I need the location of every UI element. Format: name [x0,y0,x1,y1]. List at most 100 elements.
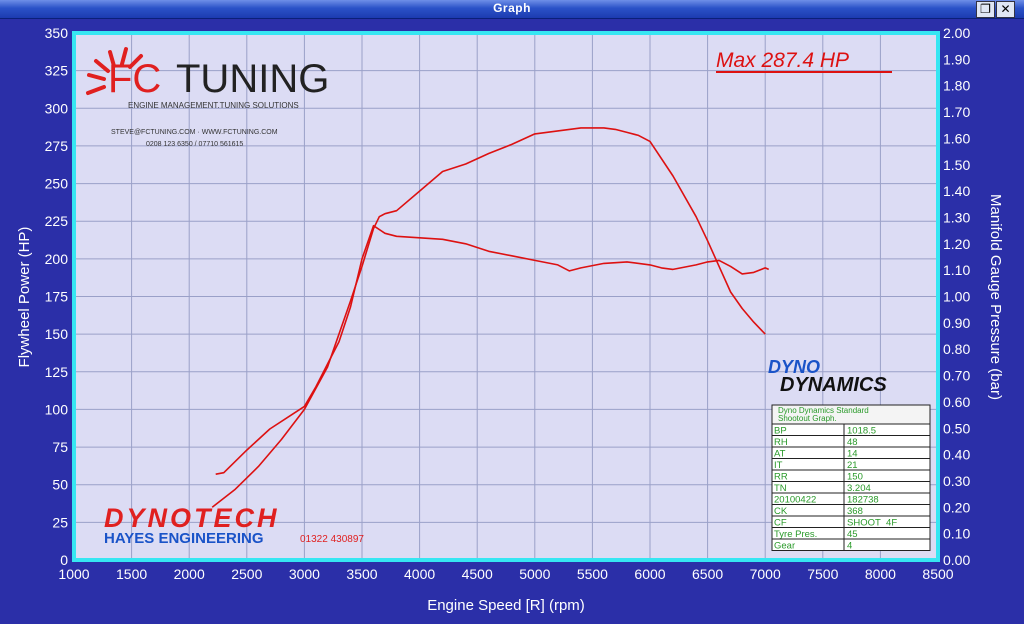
y-tick-left-label: 350 [45,25,69,41]
info-table-key: RR [774,472,788,483]
y-tick-right-label: 1.00 [943,289,970,305]
y-tick-right-label: 1.30 [943,209,970,225]
info-table-value: 21 [847,460,858,471]
info-table-key: 20100422 [774,495,816,506]
y-tick-right-label: 0.70 [943,368,970,384]
dynotech-logo-text: DYNOTECH [104,503,280,533]
dynamics-logo-text: DYNAMICS [780,374,887,396]
x-tick-label: 4500 [462,566,493,582]
info-table-key: IT [774,460,783,471]
y-tick-right-label: 1.10 [943,262,970,278]
y-tick-left-label: 100 [45,401,69,417]
info-table-title-1: Dyno Dynamics Standard [778,406,869,415]
x-tick-label: 4000 [404,566,435,582]
fc-sunburst-icon [86,47,143,95]
fc-tuning-logo: FC TUNING ENGINE MANAGEMENT.TUNING SOLUT… [86,47,329,148]
plot-border [72,31,940,562]
x-tick-label: 5000 [519,566,550,582]
x-tick-label: 6500 [692,566,723,582]
dyno-logo-text: DYNO [768,357,820,377]
y-tick-right-label: 0.40 [943,447,970,463]
info-table-key: BP [774,426,787,437]
y-tick-right-label: 1.90 [943,51,970,67]
info-table-value: 4 [847,541,852,552]
x-tick-label: 2000 [174,566,205,582]
info-table-title-2: Shootout Graph. [778,414,837,423]
x-tick-label: 3500 [346,566,377,582]
axis-ticks: 1000 1500 2000 2500 3000 3500 4000 4500 5000 5500… [45,25,971,582]
restore-icon[interactable]: ❐ [976,1,995,18]
y-tick-left-label: 250 [45,176,69,192]
info-table-value: 3.204 [847,483,871,494]
y-tick-left-label: 75 [52,439,68,455]
info-table-cell [843,538,931,551]
y-tick-right-label: 1.20 [943,236,970,252]
info-table-key: RH [774,437,788,448]
series-line-1 [211,127,766,508]
y-tick-right-label: 1.70 [943,104,970,120]
chart-svg: 1000 1500 2000 2500 3000 3500 4000 4500 5000 5500… [16,25,1004,614]
x-tick-label: 8500 [922,566,953,582]
dynotech-logo: DYNOTECH HAYES ENGINEERING 01322 430897 [104,503,364,547]
info-table-value: 48 [847,437,858,448]
dyno-graph: 1000 1500 2000 2500 3000 3500 4000 4500 5000 5500… [0,19,1024,619]
y-tick-left-label: 300 [45,100,69,116]
y-tick-right-label: 0.30 [943,473,970,489]
dyno-dynamics-logo: DYNO DYNAMICS [768,357,887,396]
y-tick-right-label: 0.80 [943,341,970,357]
x-axis-label: Engine Speed [R] (rpm) [427,597,585,614]
info-table-key: Gear [774,541,795,552]
y-tick-left-label: 225 [45,213,69,229]
info-table-value: 14 [847,449,858,460]
info-table-value: SHOOT_4F [847,518,897,529]
info-table: Dyno Dynamics Standard Shootout Graph. B… [771,404,931,552]
hayes-engineering-text: HAYES ENGINEERING [104,530,264,547]
info-table-key: CK [774,506,788,517]
y-tick-right-label: 0.20 [943,499,970,515]
y-tick-right-label: 0.50 [943,420,970,436]
y-tick-left-label: 325 [45,63,69,79]
y-tick-right-label: 1.60 [943,130,970,146]
max-hp-annotation: Max 287.4 HP [716,49,849,72]
info-table-value: 182738 [847,495,879,506]
y-tick-left-label: 175 [45,289,69,305]
y-tick-right-label: 0.60 [943,394,970,410]
y-axis-right-label: Manifold Gauge Pressure (bar) [987,194,1004,400]
x-tick-label: 6000 [634,566,665,582]
info-table-key: CF [774,518,787,529]
y-tick-left-label: 25 [52,514,68,530]
info-table-key: AT [774,449,786,460]
series-line-2 [215,224,770,475]
y-tick-left-label: 200 [45,251,69,267]
y-tick-right-label: 0.90 [943,315,970,331]
info-table-cell [771,458,845,471]
window-titlebar[interactable]: Graph ❐ ✕ [0,0,1024,19]
x-tick-label: 1000 [58,566,89,582]
y-tick-left-label: 0 [60,552,68,568]
info-table-value: 368 [847,506,863,517]
info-table-key: TN [774,483,787,494]
x-tick-label: 1500 [116,566,147,582]
y-axis-left-label: Flywheel Power (HP) [16,227,33,368]
fc-logo-tagline: ENGINE MANAGEMENT.TUNING SOLUTIONS [128,101,299,110]
y-tick-right-label: 1.80 [943,78,970,94]
x-tick-label: 7500 [807,566,838,582]
info-table-value: 45 [847,529,858,540]
y-tick-left-label: 125 [45,364,69,380]
info-table-value: 150 [847,472,863,483]
close-icon[interactable]: ✕ [996,1,1015,18]
y-tick-right-label: 2.00 [943,25,970,41]
fc-contact-line1: STEVE@FCTUNING.COM · WWW.FCTUNING.COM [111,129,278,136]
y-tick-right-label: 1.40 [943,183,970,199]
y-tick-left-label: 275 [45,138,69,154]
x-tick-label: 8000 [865,566,896,582]
y-tick-right-label: 0.00 [943,552,970,568]
y-tick-right-label: 1.50 [943,157,970,173]
fc-logo-suffix: TUNING [176,57,329,101]
hayes-phone: 01322 430897 [300,534,364,545]
window-title: Graph [493,1,531,15]
x-tick-label: 5500 [577,566,608,582]
y-tick-left-label: 150 [45,326,69,342]
data-series [211,127,770,508]
info-table-key: Tyre Pres. [774,529,817,540]
